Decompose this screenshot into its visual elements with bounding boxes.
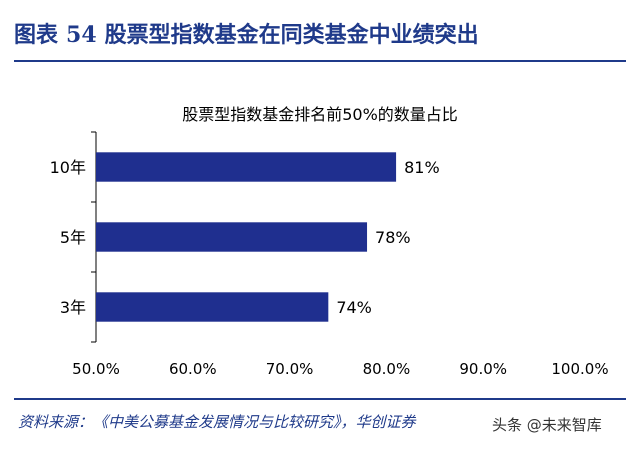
x-tick-label: 60.0% — [169, 360, 217, 378]
x-tick-label: 80.0% — [363, 360, 411, 378]
chart-bars — [96, 152, 397, 322]
category-label: 10年 — [50, 158, 86, 177]
category-label: 3年 — [60, 298, 86, 317]
bar-chart: 股票型指数基金排名前50%的数量占比 10年 81% 5年 78% 3年 74% 50.0%… — [50, 105, 609, 378]
bar — [96, 292, 329, 322]
watermark: 头条 @未来智库 — [492, 416, 602, 434]
chart-title: 股票型指数基金排名前50%的数量占比 — [182, 105, 458, 124]
x-tick-label: 50.0% — [72, 360, 120, 378]
figure-title: 图表 54 股票型指数基金在同类基金中业绩突出 — [14, 20, 626, 50]
category-label: 5年 — [60, 228, 86, 247]
x-tick-label: 100.0% — [551, 360, 608, 378]
chart-axes — [91, 131, 97, 343]
bar — [96, 152, 397, 182]
x-tick-label: 90.0% — [459, 360, 507, 378]
bar — [96, 222, 368, 252]
value-label: 74% — [336, 298, 372, 317]
chart-labels: 10年 81% 5年 78% 3年 74% 50.0% 60.0% 70.0% 80.0% 90.0… — [50, 158, 609, 378]
figure-title-text: 股票型指数基金在同类基金中业绩突出 — [104, 22, 479, 48]
figure-number: 54 — [66, 22, 97, 48]
source-note: 资料来源：《中美公募基金发展情况与比较研究》，华创证券 — [18, 413, 416, 431]
title-divider — [14, 60, 626, 62]
value-label: 81% — [404, 158, 440, 177]
value-label: 78% — [375, 228, 411, 247]
source-divider — [14, 398, 626, 400]
figure-label: 图表 — [14, 22, 59, 48]
x-tick-label: 70.0% — [266, 360, 314, 378]
